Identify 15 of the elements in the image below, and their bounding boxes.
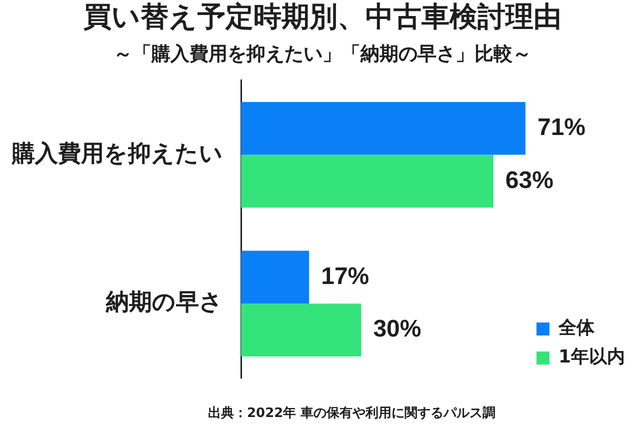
bar [241,154,494,208]
source-note: 出典：2022年 車の保有や利用に関するパルス調 [208,404,496,422]
bar [241,304,362,356]
data-label: 17% [321,262,370,290]
chart-subtitle: ～「購入費用を抑えたい」「納期の早さ」比較～ [114,42,532,65]
bar [241,102,526,155]
data-label: 63% [505,166,554,194]
data-label: 30% [373,316,422,343]
data-label: 71% [537,114,586,142]
y-tick-label: 納期の早さ [105,290,223,316]
chart-title: 買い替え予定時期別、中古車検討理由 [84,0,562,34]
bar [241,250,310,304]
legend-label: 全体 [557,318,596,339]
legend-label: 1年以内 [558,346,626,368]
y-tick-label: 購入費用を抑えたい [11,140,223,167]
